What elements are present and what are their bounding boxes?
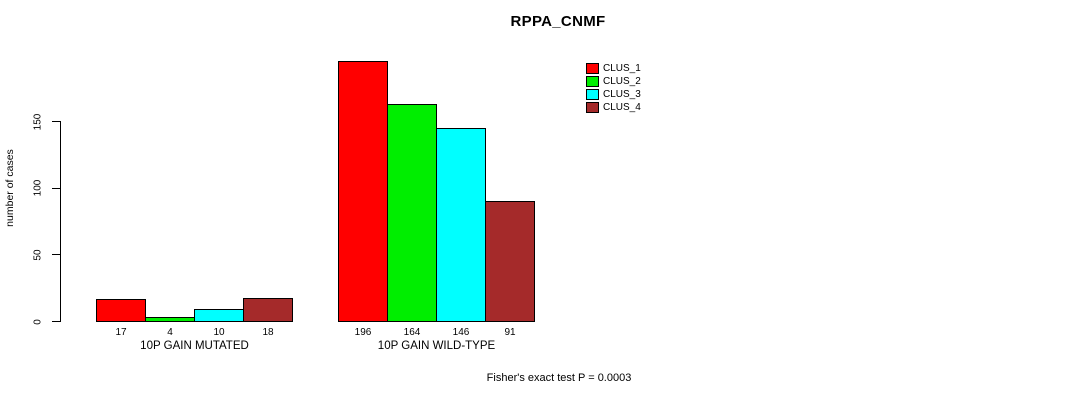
bar-value-label: 17	[115, 327, 127, 338]
y-axis-tick-label: 150	[32, 113, 44, 131]
bar-value-label: 146	[452, 327, 470, 338]
bar-value-label: 4	[167, 327, 173, 338]
y-axis-tick	[52, 254, 60, 256]
bar-clus_1	[338, 60, 388, 322]
group-label: 10P GAIN MUTATED	[140, 340, 249, 352]
legend-swatch	[586, 89, 599, 100]
legend-item: CLUS_3	[586, 88, 641, 101]
legend-swatch	[586, 76, 599, 87]
bar-value-label: 18	[262, 327, 274, 338]
legend-label: CLUS_3	[603, 89, 641, 100]
y-axis-tick	[52, 321, 60, 322]
legend-label: CLUS_4	[603, 102, 641, 113]
legend-item: CLUS_2	[586, 75, 641, 88]
legend-swatch	[586, 102, 599, 113]
bar-value-label: 164	[403, 327, 421, 338]
y-axis-tick	[52, 121, 60, 123]
footnote-text: Fisher's exact test P = 0.0003	[486, 372, 632, 384]
bar-value-label: 10	[213, 327, 225, 338]
legend-swatch	[586, 63, 599, 74]
legend-item: CLUS_4	[586, 101, 641, 114]
legend-item: CLUS_1	[586, 62, 641, 75]
bar-clus_2	[145, 316, 195, 322]
bar-clus_3	[194, 308, 244, 322]
bar-clus_4	[243, 298, 293, 322]
bar-clus_1	[96, 299, 146, 322]
bar-clus_2	[387, 103, 437, 322]
legend: CLUS_1 CLUS_2 CLUS_3 CLUS_4	[586, 62, 641, 114]
legend-label: CLUS_1	[603, 63, 641, 74]
chart-title: RPPA_CNMF	[510, 13, 606, 30]
group-label: 10P GAIN WILD-TYPE	[377, 340, 496, 352]
y-axis-line	[60, 121, 61, 322]
bar-value-label: 91	[504, 327, 516, 338]
bar-clus_3	[436, 127, 486, 322]
y-axis-tick-label: 50	[32, 249, 44, 261]
y-axis-tick	[52, 187, 60, 189]
y-axis-tick-label: 0	[32, 318, 44, 325]
bar-value-label: 196	[354, 327, 372, 338]
legend-label: CLUS_2	[603, 76, 641, 87]
y-axis-tick-label: 100	[32, 179, 44, 197]
bar-clus_4	[485, 200, 535, 322]
y-axis-label: number of cases	[4, 149, 16, 227]
